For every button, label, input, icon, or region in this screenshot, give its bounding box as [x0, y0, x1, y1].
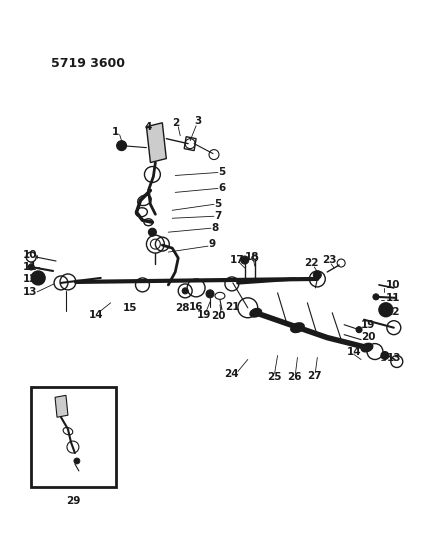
Text: 1: 1 — [112, 127, 119, 136]
Text: 5: 5 — [218, 167, 226, 177]
Text: 3: 3 — [194, 116, 202, 126]
Text: 18: 18 — [244, 252, 259, 262]
Circle shape — [379, 303, 393, 317]
Text: 7: 7 — [214, 211, 222, 221]
Circle shape — [383, 307, 389, 313]
Text: 4: 4 — [145, 122, 152, 132]
Text: 28: 28 — [175, 303, 190, 313]
Text: 23: 23 — [322, 255, 336, 265]
Text: 14: 14 — [347, 346, 361, 357]
Text: 26: 26 — [287, 373, 302, 382]
Text: 11: 11 — [23, 262, 38, 272]
Polygon shape — [55, 395, 68, 417]
Ellipse shape — [361, 343, 373, 352]
Circle shape — [28, 264, 34, 270]
Polygon shape — [146, 123, 166, 163]
Text: 17: 17 — [229, 255, 244, 265]
Text: 24: 24 — [225, 369, 239, 379]
Bar — [31, 387, 116, 487]
Text: 27: 27 — [307, 372, 322, 382]
Text: 13: 13 — [23, 287, 38, 297]
Text: 12: 12 — [386, 307, 400, 317]
Circle shape — [241, 256, 249, 264]
Circle shape — [31, 271, 45, 285]
Text: 29: 29 — [66, 496, 80, 506]
Circle shape — [149, 228, 156, 236]
Ellipse shape — [291, 323, 304, 333]
Text: 6: 6 — [218, 183, 226, 193]
Text: 9: 9 — [208, 239, 216, 249]
Text: 19: 19 — [361, 320, 375, 330]
Ellipse shape — [250, 309, 262, 317]
Text: 8: 8 — [211, 223, 219, 233]
Circle shape — [356, 327, 362, 333]
Circle shape — [313, 271, 321, 279]
Circle shape — [373, 294, 379, 300]
Text: 5719 3600: 5719 3600 — [51, 56, 125, 70]
Text: 20: 20 — [211, 311, 225, 321]
Circle shape — [74, 458, 80, 464]
Text: 10: 10 — [386, 280, 400, 290]
Text: 2: 2 — [172, 118, 180, 128]
Text: 14: 14 — [89, 310, 103, 320]
Circle shape — [34, 274, 42, 282]
Text: 10: 10 — [23, 250, 38, 260]
Text: 15: 15 — [123, 303, 138, 313]
Text: 5: 5 — [214, 199, 222, 209]
Text: 20: 20 — [361, 332, 375, 342]
Text: 13: 13 — [387, 352, 401, 362]
Text: 12: 12 — [23, 274, 38, 284]
Text: 16: 16 — [189, 302, 203, 312]
Circle shape — [381, 352, 389, 360]
Circle shape — [206, 290, 214, 298]
Text: 22: 22 — [304, 258, 318, 268]
Text: 11: 11 — [386, 293, 400, 303]
Circle shape — [182, 288, 188, 294]
Text: 25: 25 — [268, 373, 282, 382]
Text: 19: 19 — [197, 310, 211, 320]
Text: 21: 21 — [225, 302, 239, 312]
Circle shape — [117, 141, 127, 151]
